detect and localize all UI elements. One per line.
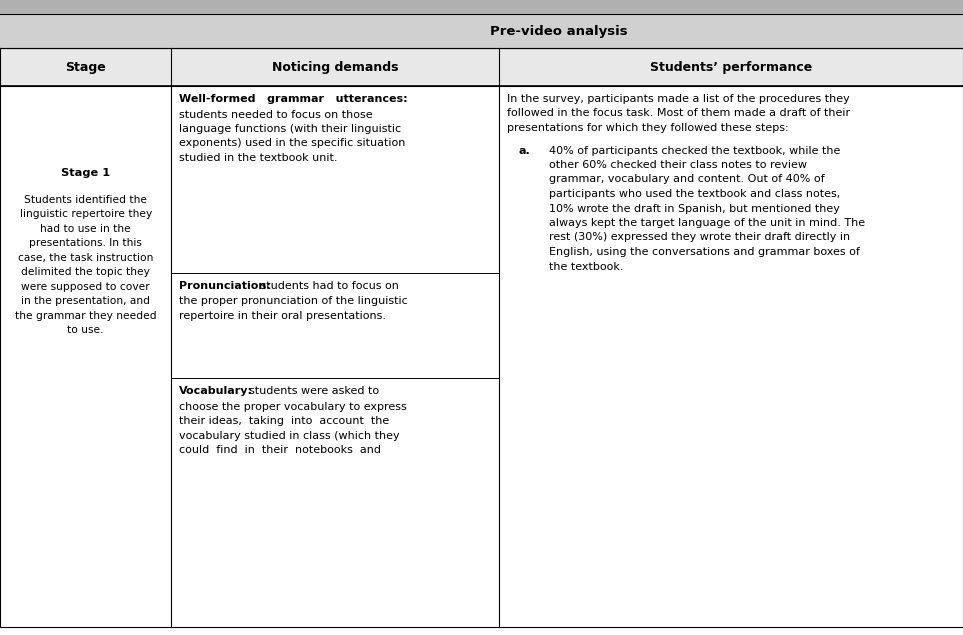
Text: to use.: to use. bbox=[67, 325, 104, 335]
Text: Stage: Stage bbox=[65, 60, 106, 74]
Text: the proper pronunciation of the linguistic: the proper pronunciation of the linguist… bbox=[179, 296, 408, 306]
Text: participants who used the textbook and class notes,: participants who used the textbook and c… bbox=[549, 189, 840, 199]
Text: linguistic repertoire they: linguistic repertoire they bbox=[19, 209, 152, 219]
Text: their ideas,  taking  into  account  the: their ideas, taking into account the bbox=[179, 416, 390, 426]
Text: delimited the topic they: delimited the topic they bbox=[21, 267, 150, 277]
Text: exponents) used in the specific situation: exponents) used in the specific situatio… bbox=[179, 138, 405, 149]
Text: repertoire in their oral presentations.: repertoire in their oral presentations. bbox=[179, 311, 386, 321]
Text: case, the task instruction: case, the task instruction bbox=[18, 253, 153, 262]
Text: 10% wrote the draft in Spanish, but mentioned they: 10% wrote the draft in Spanish, but ment… bbox=[549, 203, 840, 213]
Text: followed in the focus task. Most of them made a draft of their: followed in the focus task. Most of them… bbox=[507, 109, 850, 119]
Text: Vocabulary:: Vocabulary: bbox=[179, 386, 253, 396]
Text: language functions (with their linguistic: language functions (with their linguisti… bbox=[179, 124, 402, 134]
Bar bbox=[0, 0, 963, 14]
Text: grammar, vocabulary and content. Out of 40% of: grammar, vocabulary and content. Out of … bbox=[549, 175, 824, 185]
Text: Well-formed   grammar   utterances:: Well-formed grammar utterances: bbox=[179, 94, 408, 104]
Text: Stage 1: Stage 1 bbox=[61, 168, 111, 178]
Text: students were asked to: students were asked to bbox=[243, 386, 379, 396]
Text: the grammar they needed: the grammar they needed bbox=[14, 311, 157, 321]
Text: Students identified the: Students identified the bbox=[24, 194, 147, 204]
Text: the textbook.: the textbook. bbox=[549, 262, 623, 272]
Text: always kept the target language of the unit in mind. The: always kept the target language of the u… bbox=[549, 218, 865, 228]
Text: choose the proper vocabulary to express: choose the proper vocabulary to express bbox=[179, 402, 407, 411]
Text: Pronunciation:: Pronunciation: bbox=[179, 281, 272, 291]
Text: Pre-video analysis: Pre-video analysis bbox=[490, 25, 627, 37]
Text: English, using the conversations and grammar boxes of: English, using the conversations and gra… bbox=[549, 247, 860, 257]
Text: could  find  in  their  notebooks  and: could find in their notebooks and bbox=[179, 445, 381, 455]
Text: other 60% checked their class notes to review: other 60% checked their class notes to r… bbox=[549, 160, 807, 170]
Text: presentations for which they followed these steps:: presentations for which they followed th… bbox=[507, 123, 789, 133]
Text: presentations. In this: presentations. In this bbox=[29, 238, 143, 248]
Text: a.: a. bbox=[519, 145, 531, 156]
Text: vocabulary studied in class (which they: vocabulary studied in class (which they bbox=[179, 431, 400, 441]
Bar bbox=[0, 14, 963, 48]
Bar bbox=[0, 86, 963, 627]
Bar bbox=[499, 48, 963, 86]
Text: in the presentation, and: in the presentation, and bbox=[21, 296, 150, 306]
Text: rest (30%) expressed they wrote their draft directly in: rest (30%) expressed they wrote their dr… bbox=[549, 232, 850, 243]
Text: Noticing demands: Noticing demands bbox=[272, 60, 399, 74]
Text: students had to focus on: students had to focus on bbox=[257, 281, 400, 291]
Text: Students’ performance: Students’ performance bbox=[650, 60, 812, 74]
Bar bbox=[0, 48, 171, 86]
Text: In the survey, participants made a list of the procedures they: In the survey, participants made a list … bbox=[507, 94, 849, 104]
Text: were supposed to cover: were supposed to cover bbox=[21, 281, 150, 291]
Text: 40% of participants checked the textbook, while the: 40% of participants checked the textbook… bbox=[549, 145, 840, 156]
Text: studied in the textbook unit.: studied in the textbook unit. bbox=[179, 153, 338, 163]
Bar bbox=[171, 48, 499, 86]
Text: students needed to focus on those: students needed to focus on those bbox=[179, 109, 373, 119]
Text: had to use in the: had to use in the bbox=[40, 224, 131, 234]
